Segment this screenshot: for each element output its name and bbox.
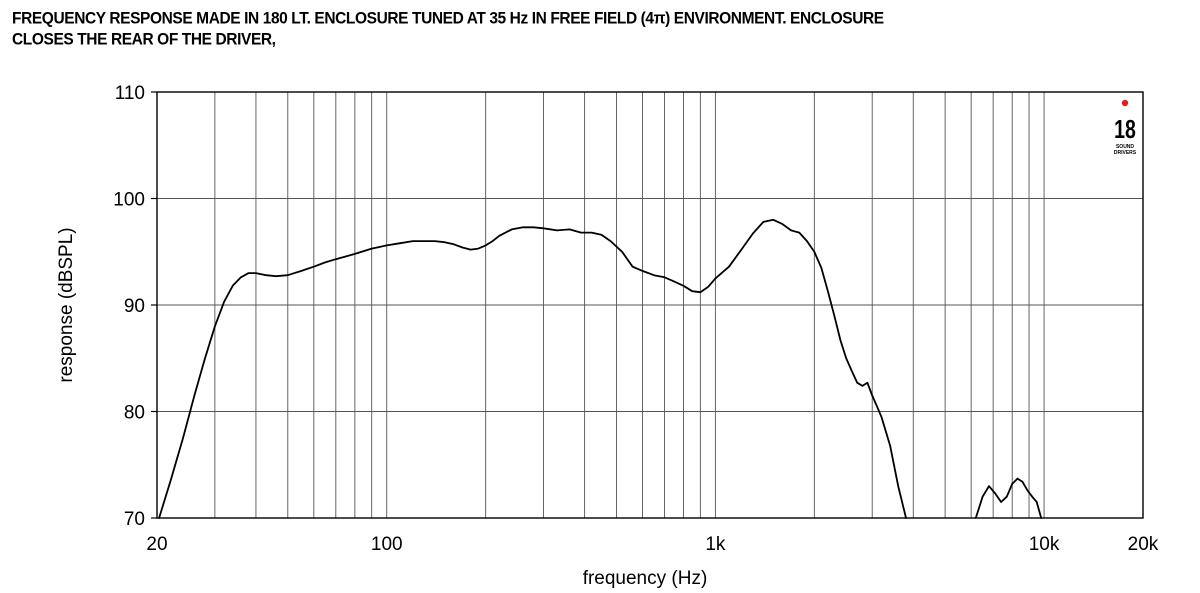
logo-subtext-2: DRIVERS [1114,150,1137,156]
response-curve-segment-1 [158,218,907,519]
chart-title: FREQUENCY RESPONSE MADE IN 180 LT. ENCLO… [12,9,1182,51]
brand-logo: 18 SOUND DRIVERS [1114,99,1137,156]
logo-number: 18 [1114,114,1136,143]
x-tick-label: 10k [1029,534,1060,555]
logo-star-icon [1121,99,1129,107]
grid [157,92,1143,518]
y-axis-label: response (dBSPL) [56,227,77,382]
y-tick-label: 80 [124,403,145,424]
x-tick-label: 100 [371,534,403,555]
x-tick-labels: 20 100 1k 10k 20k [146,534,1158,555]
response-curve-segment-2 [974,477,1043,519]
x-tick-label: 20k [1128,534,1159,555]
y-tick-labels: 70 80 90 100 110 [113,83,157,530]
logo-subtext-1: SOUND [1116,144,1134,150]
y-tick-label: 100 [113,190,145,211]
response-curve-group [158,218,1043,519]
x-tick-label: 20 [146,534,167,555]
title-line-2: CLOSES THE REAR OF THE DRIVER, [12,31,276,49]
title-line-1: FREQUENCY RESPONSE MADE IN 180 LT. ENCLO… [12,10,884,28]
y-tick-label: 70 [124,509,145,530]
x-axis-label: frequency (Hz) [583,568,708,589]
y-tick-label: 90 [124,296,145,317]
y-tick-label: 110 [115,83,145,104]
x-tick-label: 1k [705,534,726,555]
